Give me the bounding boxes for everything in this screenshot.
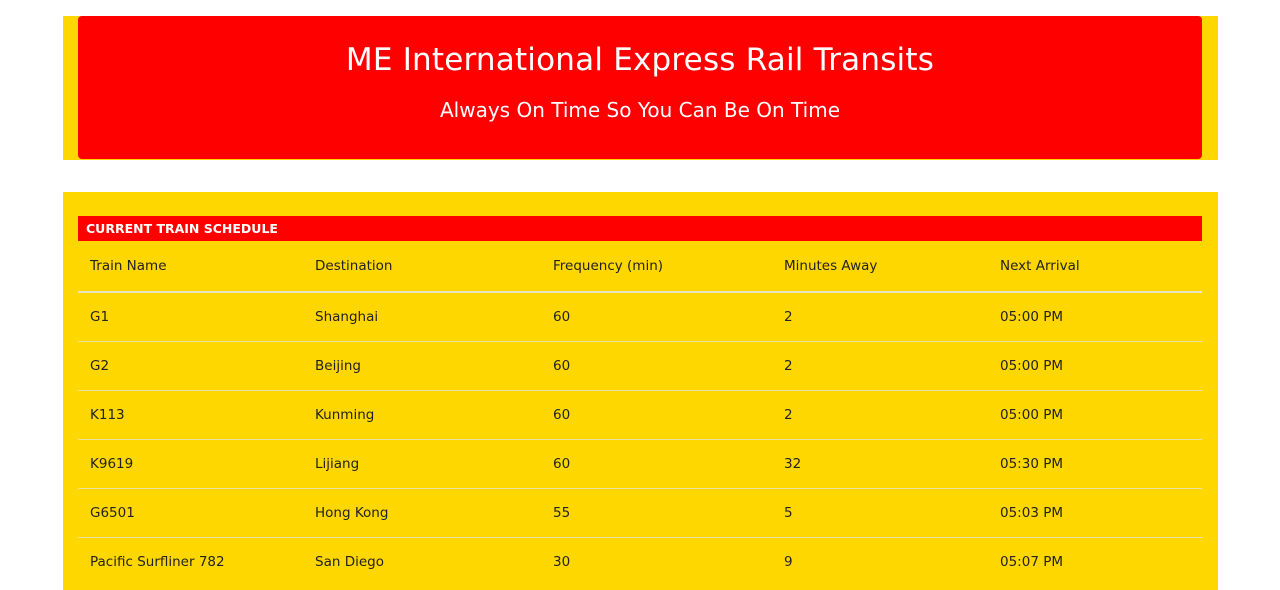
cell-frequency: 60 — [541, 390, 772, 440]
schedule-section: CURRENT TRAIN SCHEDULE Train Name Destin… — [63, 192, 1218, 590]
column-header-destination: Destination — [303, 241, 541, 293]
cell-minutes-away: 5 — [772, 488, 988, 538]
page-subtitle: Always On Time So You Can Be On Time — [439, 98, 841, 122]
table-row: Pacific Surfliner 782 San Diego 30 9 05:… — [78, 537, 1202, 586]
table-row: G2 Beijing 60 2 05:00 PM — [78, 341, 1202, 391]
cell-destination: Hong Kong — [303, 488, 541, 538]
cell-destination: Kunming — [303, 390, 541, 440]
cell-destination: Beijing — [303, 341, 541, 391]
cell-minutes-away: 2 — [784, 309, 793, 325]
cell-minutes-away: 9 — [772, 537, 988, 586]
cell-next-arrival: 05:07 PM — [988, 537, 1202, 586]
column-header-minutes-away: Minutes Away — [772, 241, 988, 293]
header-section: ME International Express Rail Transits A… — [63, 16, 1218, 160]
cell-minutes-away: 32 — [772, 439, 988, 489]
cell-frequency: 60 — [553, 309, 571, 325]
cell-frequency: 60 — [541, 439, 772, 489]
cell-next-arrival: 05:03 PM — [988, 488, 1202, 538]
table-row: G1 Shanghai 60 2 05:00 PM — [78, 292, 1202, 342]
header-banner: ME International Express Rail Transits A… — [78, 16, 1202, 159]
cell-train-name: K9619 — [78, 439, 303, 489]
cell-train-name: G2 — [78, 341, 303, 391]
schedule-heading: CURRENT TRAIN SCHEDULE — [78, 216, 1202, 241]
table-row: K113 Kunming 60 2 05:00 PM — [78, 390, 1202, 440]
cell-frequency: 30 — [541, 537, 772, 586]
table-row: K9619 Lijiang 60 32 05:30 PM — [78, 439, 1202, 489]
cell-train-name: K113 — [78, 390, 303, 440]
cell-train-name: G1 — [90, 309, 110, 325]
train-schedule-table: Train Name Destination Frequency (min) M… — [78, 241, 1202, 586]
cell-next-arrival: 05:00 PM — [988, 341, 1202, 391]
column-header-frequency: Frequency (min) — [541, 241, 772, 293]
cell-frequency: 55 — [541, 488, 772, 538]
cell-destination: Lijiang — [303, 439, 541, 489]
table-row: G6501 Hong Kong 55 5 05:03 PM — [78, 488, 1202, 538]
cell-train-name: G6501 — [78, 488, 303, 538]
column-header-next-arrival: Next Arrival — [988, 241, 1202, 293]
page-title: ME International Express Rail Transits — [345, 42, 935, 78]
table-header-row: Train Name Destination Frequency (min) M… — [78, 241, 1202, 293]
cell-destination: Shanghai — [315, 309, 379, 325]
cell-next-arrival: 05:00 PM — [1000, 309, 1063, 325]
cell-minutes-away: 2 — [772, 390, 988, 440]
cell-frequency: 60 — [541, 341, 772, 391]
cell-next-arrival: 05:00 PM — [988, 390, 1202, 440]
cell-minutes-away: 2 — [772, 341, 988, 391]
cell-destination: San Diego — [303, 537, 541, 586]
cell-train-name: Pacific Surfliner 782 — [78, 537, 303, 586]
cell-next-arrival: 05:30 PM — [988, 439, 1202, 489]
column-header-train-name: Train Name — [78, 241, 303, 293]
